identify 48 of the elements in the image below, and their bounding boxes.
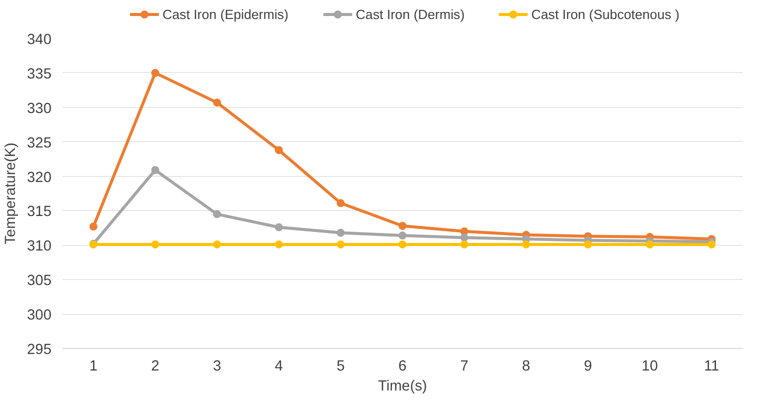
point [398,240,406,248]
legend-label: Cast Iron (Dermis) [356,7,465,22]
x-tick-label: 7 [460,358,468,374]
y-tick-label: 315 [27,204,52,220]
x-axis-title: Time(s) [378,378,428,394]
y-tick-label: 325 [27,135,52,152]
point [274,146,283,154]
x-tick-label: 2 [151,358,160,374]
point [274,240,283,248]
point [460,240,468,248]
x-tick-label: 3 [212,358,222,374]
x-tick-label: 4 [274,358,283,374]
x-tick-label: 11 [704,358,720,374]
point [336,199,345,208]
legend-label: Cast Iron (Epidermis) [162,7,288,22]
x-tick-label: 9 [584,358,592,374]
point [274,223,283,232]
x-tick-label: 1 [89,358,98,374]
point [213,210,222,218]
x-tick-label: 10 [642,358,658,374]
point [336,228,345,237]
y-tick-label: 295 [27,342,52,358]
x-tick-label: 6 [398,358,407,374]
y-tick-label: 330 [27,100,52,117]
point [522,240,530,248]
point [708,240,716,248]
y-tick-label: 310 [27,238,52,255]
y-tick-label: 300 [27,308,52,324]
legend-label: Cast Iron (Subcotenous ) [531,7,680,22]
y-tick-label: 335 [27,66,52,82]
point [151,240,160,248]
point [584,240,592,248]
y-tick-label: 340 [27,32,52,48]
x-tick-label: 5 [336,358,345,374]
point [89,222,98,231]
x-tick-label: 8 [522,358,530,374]
point [646,240,654,248]
y-axis-title: Temperature(K) [3,142,20,244]
point [213,98,222,107]
point [151,166,160,174]
point [398,222,406,230]
point [213,240,222,248]
point [398,232,406,240]
point [151,68,160,77]
point [336,240,345,248]
y-tick-label: 320 [27,170,52,186]
y-tick-label: 305 [27,273,52,290]
point [460,234,468,242]
